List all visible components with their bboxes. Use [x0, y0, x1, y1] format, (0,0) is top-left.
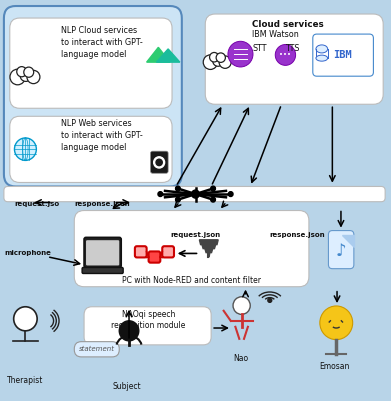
Text: request.jso: request.jso: [15, 201, 60, 207]
Circle shape: [20, 70, 32, 81]
Text: response.json: response.json: [74, 201, 130, 207]
Circle shape: [176, 197, 180, 202]
Circle shape: [27, 70, 40, 84]
FancyBboxPatch shape: [84, 237, 121, 267]
Text: IBM Watson: IBM Watson: [252, 30, 299, 39]
Circle shape: [119, 321, 139, 341]
Circle shape: [207, 251, 209, 253]
FancyBboxPatch shape: [328, 231, 354, 269]
FancyBboxPatch shape: [149, 251, 160, 263]
Text: PC with Node-RED and content filter: PC with Node-RED and content filter: [122, 276, 261, 285]
Polygon shape: [207, 249, 210, 257]
Circle shape: [192, 190, 199, 198]
Text: response.json: response.json: [270, 232, 325, 237]
Text: Nao: Nao: [233, 354, 248, 363]
Polygon shape: [147, 47, 170, 62]
Circle shape: [10, 69, 25, 85]
Text: TTS: TTS: [285, 44, 300, 53]
FancyBboxPatch shape: [2, 2, 389, 399]
Text: Emosan: Emosan: [319, 362, 350, 371]
Circle shape: [228, 41, 253, 67]
Polygon shape: [205, 249, 213, 253]
Text: IBM: IBM: [334, 51, 352, 60]
Circle shape: [268, 298, 272, 302]
Ellipse shape: [316, 45, 328, 53]
Circle shape: [156, 159, 162, 166]
FancyBboxPatch shape: [313, 34, 373, 76]
Text: NLP Cloud services
to interact with GPT-
language model: NLP Cloud services to interact with GPT-…: [61, 26, 142, 59]
Circle shape: [211, 197, 215, 202]
Text: NAOqi speech
recognition module: NAOqi speech recognition module: [111, 310, 186, 330]
Circle shape: [219, 56, 231, 68]
FancyBboxPatch shape: [135, 246, 147, 257]
Circle shape: [213, 55, 223, 66]
Circle shape: [17, 67, 27, 77]
Text: ♪: ♪: [335, 242, 346, 260]
Text: NLP Web services
to interact with GPT-
language model: NLP Web services to interact with GPT- l…: [61, 119, 142, 152]
Circle shape: [154, 157, 165, 168]
FancyBboxPatch shape: [74, 342, 119, 357]
Polygon shape: [156, 49, 180, 62]
FancyBboxPatch shape: [74, 211, 309, 287]
Circle shape: [320, 306, 353, 340]
Circle shape: [176, 186, 180, 191]
FancyBboxPatch shape: [10, 18, 172, 108]
Polygon shape: [202, 245, 216, 249]
FancyBboxPatch shape: [162, 246, 174, 257]
Circle shape: [210, 53, 219, 62]
Text: request.json: request.json: [170, 232, 220, 237]
Text: Cloud services: Cloud services: [252, 20, 324, 29]
FancyBboxPatch shape: [205, 14, 383, 104]
Circle shape: [216, 53, 225, 63]
Text: •••: •••: [280, 52, 291, 58]
Circle shape: [203, 55, 217, 69]
Circle shape: [158, 192, 163, 196]
Circle shape: [233, 297, 250, 314]
Text: Therapist: Therapist: [7, 376, 44, 385]
Text: Subject: Subject: [113, 382, 142, 391]
Circle shape: [207, 251, 209, 253]
Polygon shape: [342, 235, 354, 247]
Ellipse shape: [316, 55, 328, 61]
Text: microphone: microphone: [5, 250, 52, 255]
FancyBboxPatch shape: [86, 240, 119, 265]
FancyBboxPatch shape: [4, 6, 182, 186]
FancyBboxPatch shape: [10, 116, 172, 182]
Circle shape: [275, 45, 296, 65]
Text: statement: statement: [79, 346, 115, 352]
Circle shape: [14, 138, 36, 160]
Circle shape: [207, 251, 209, 253]
Text: STT: STT: [252, 44, 267, 53]
FancyBboxPatch shape: [151, 151, 168, 173]
FancyBboxPatch shape: [4, 186, 385, 202]
Circle shape: [24, 67, 34, 77]
Circle shape: [211, 186, 215, 191]
Circle shape: [14, 307, 37, 331]
Circle shape: [228, 192, 233, 196]
Polygon shape: [199, 240, 218, 245]
FancyBboxPatch shape: [84, 307, 211, 345]
FancyBboxPatch shape: [82, 267, 123, 273]
